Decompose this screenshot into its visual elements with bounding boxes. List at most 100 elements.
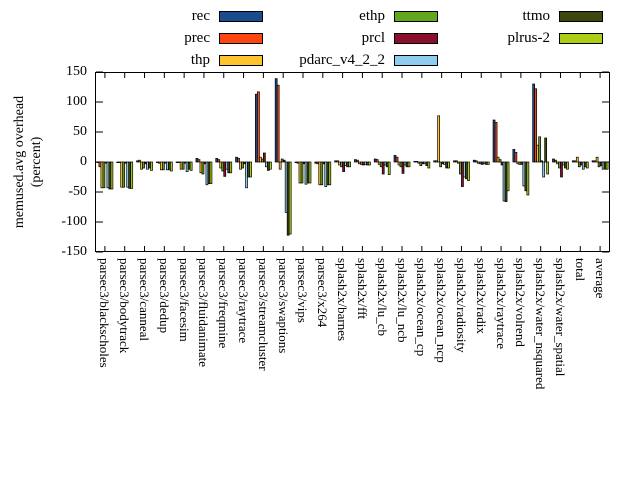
x-category-label: splash2x/ocean_cp <box>414 258 430 357</box>
bar-prec <box>554 159 557 163</box>
bar-ethp <box>142 161 145 169</box>
bar-ethp <box>538 136 542 163</box>
bar-plrus-2 <box>269 161 272 170</box>
x-category-label: splash2x/lu_cb <box>374 258 390 336</box>
bar-prec <box>514 152 518 163</box>
bar-prec <box>474 160 478 163</box>
x-category-label: parsec3/fluidanimate <box>196 258 212 368</box>
bar-plrus-2 <box>506 161 510 192</box>
legend-label-prcl: prcl <box>361 30 385 46</box>
plot-frame <box>95 72 610 252</box>
bar-plrus-2 <box>249 161 252 178</box>
legend-swatch-rec <box>219 11 263 22</box>
bar-plrus-2 <box>368 161 371 166</box>
bar-plrus-2 <box>169 161 173 172</box>
bar-prcl <box>560 161 563 178</box>
legend-swatch-prcl <box>394 33 438 44</box>
x-category-label: splash2x/radix <box>473 258 489 334</box>
bar-plrus-2 <box>427 161 431 169</box>
bar-plrus-2 <box>467 161 470 181</box>
y-tick-label: 150 <box>66 64 87 79</box>
x-category-label: average <box>592 258 608 299</box>
bar-prec <box>534 88 538 163</box>
legend-swatch-ttmo <box>559 11 603 22</box>
bar-plrus-2 <box>229 161 233 174</box>
bar-ethp <box>102 161 106 189</box>
y-tick-label: -50 <box>68 184 87 199</box>
bar-prec <box>138 159 141 163</box>
y-tick-label: 100 <box>66 94 87 109</box>
y-tick-label: -150 <box>61 244 87 259</box>
x-category-label: parsec3/bodytrack <box>117 258 133 354</box>
bar-plrus-2 <box>110 161 114 190</box>
bar-thp <box>595 156 599 163</box>
bar-plrus-2 <box>328 161 332 186</box>
bar-thp <box>575 156 579 163</box>
x-category-label: splash2x/fft <box>354 258 370 320</box>
legend-swatch-thp <box>219 55 263 66</box>
x-category-label: parsec3/facesim <box>176 258 192 342</box>
bar-ethp <box>201 161 205 175</box>
x-category-label: parsec3/x264 <box>315 258 331 328</box>
bar-plrus-2 <box>209 161 213 184</box>
y-tick-label: 0 <box>80 154 87 169</box>
legend-label-prec: prec <box>184 30 210 46</box>
bar-plrus-2 <box>486 161 490 165</box>
x-category-label: parsec3/freqmine <box>216 258 232 349</box>
bar-plrus-2 <box>447 161 450 169</box>
bar-prcl <box>381 161 385 175</box>
x-category-label: splash2x/lu_ncb <box>394 258 410 343</box>
bar-prec <box>197 159 201 163</box>
bar-ethp <box>300 161 304 184</box>
legend-label-ethp: ethp <box>359 8 385 24</box>
bar-thp <box>437 115 440 163</box>
bar-ethp <box>498 159 502 163</box>
x-category-label: splash2x/raytrace <box>493 258 509 349</box>
x-category-label: parsec3/blackscholes <box>97 258 113 368</box>
x-category-label: parsec3/raytrace <box>236 258 252 344</box>
y-tick-label: -100 <box>61 214 87 229</box>
bar-prcl <box>282 159 286 163</box>
bar-prec <box>356 159 359 163</box>
bar-prcl <box>401 161 405 174</box>
legend-label-plrus-2: plrus-2 <box>507 30 551 46</box>
bar-prec <box>276 84 280 163</box>
bar-ethp <box>122 161 126 188</box>
bar-ethp <box>161 161 165 171</box>
bar-prcl <box>342 161 345 172</box>
legend-swatch-prec <box>219 33 263 44</box>
bar-prec <box>257 91 260 163</box>
bar-prec <box>237 158 240 163</box>
bar-plrus-2 <box>585 161 589 169</box>
legend-swatch-plrus-2 <box>559 33 603 44</box>
x-category-label: splash2x/ocean_ncp <box>434 258 450 363</box>
x-category-label: parsec3/canneal <box>137 258 153 342</box>
legend-label-pdarc_v4_2_2: pdarc_v4_2_2 <box>299 52 385 68</box>
bar-prec <box>217 159 221 163</box>
bar-plrus-2 <box>348 161 351 168</box>
bar-plrus-2 <box>566 161 569 170</box>
bar-prec <box>494 122 498 163</box>
bar-prec <box>455 160 458 163</box>
bar-plrus-2 <box>288 161 292 235</box>
y-tick-label: 50 <box>73 124 87 139</box>
x-category-label: splash2x/barnes <box>335 258 351 342</box>
legend-label-rec: rec <box>191 8 210 24</box>
bar-plrus-2 <box>387 161 391 175</box>
bar-plrus-2 <box>189 161 193 171</box>
bar-ethp <box>241 161 244 169</box>
bar-plrus-2 <box>407 161 411 168</box>
bar-ethp <box>320 161 324 186</box>
bar-plrus-2 <box>150 161 153 171</box>
bar-prec <box>375 159 379 163</box>
bar-plrus-2 <box>130 161 134 189</box>
legend-label-thp: thp <box>190 52 210 68</box>
bar-plrus-2 <box>308 161 312 184</box>
x-category-label: parsec3/vips <box>295 258 311 323</box>
bar-plrus-2 <box>605 161 609 170</box>
bar-plrus-2 <box>546 161 550 175</box>
legend-swatch-pdarc_v4_2_2 <box>394 55 438 66</box>
x-category-label: splash2x/volrend <box>513 258 529 347</box>
